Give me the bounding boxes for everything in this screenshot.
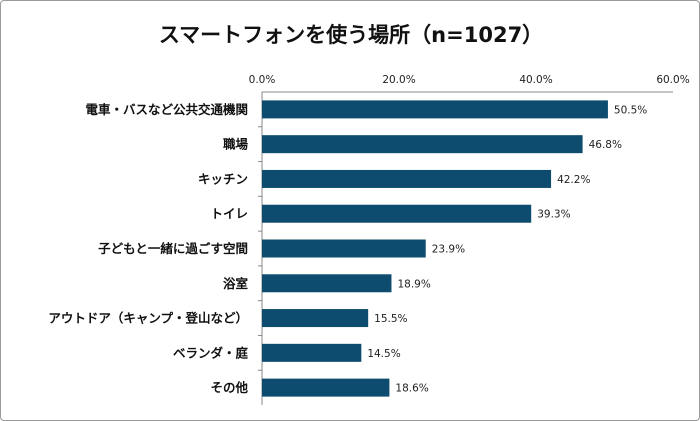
data-label: 18.9% [397,278,430,290]
data-label: 23.9% [432,244,465,256]
x-tick-label: 0.0% [249,74,276,86]
x-tick-label: 20.0% [382,74,415,86]
bar [262,204,532,223]
category-label: その他 [210,380,248,395]
category-label: 電車・バスなど公共交通機関 [85,102,248,117]
bar [262,169,552,188]
category-label: キッチン [198,171,248,186]
x-tick-label: 40.0% [519,74,552,86]
x-tick-label: 60.0% [656,74,689,86]
category-label: ベランダ・庭 [173,345,249,360]
category-label: 子どもと一緒に過ごす空間 [98,241,248,256]
bar [262,274,392,293]
data-label: 18.6% [395,383,428,395]
bar [262,343,362,362]
bar [262,309,369,328]
category-label: 浴室 [223,276,249,291]
data-label: 15.5% [374,313,407,325]
data-label: 46.8% [589,139,622,151]
chart-title: スマートフォンを使う場所（n=1027） [158,23,544,47]
category-label: アウトドア（キャンプ・登山など） [48,311,248,326]
bar [262,239,426,258]
bar [262,135,583,154]
category-label: 職場 [223,137,249,152]
data-label: 42.2% [557,174,590,186]
bar [262,378,390,397]
data-label: 14.5% [367,348,400,360]
bar [262,100,608,119]
data-label: 39.3% [537,209,570,221]
data-label: 50.5% [614,104,647,116]
category-label: トイレ [210,206,248,221]
